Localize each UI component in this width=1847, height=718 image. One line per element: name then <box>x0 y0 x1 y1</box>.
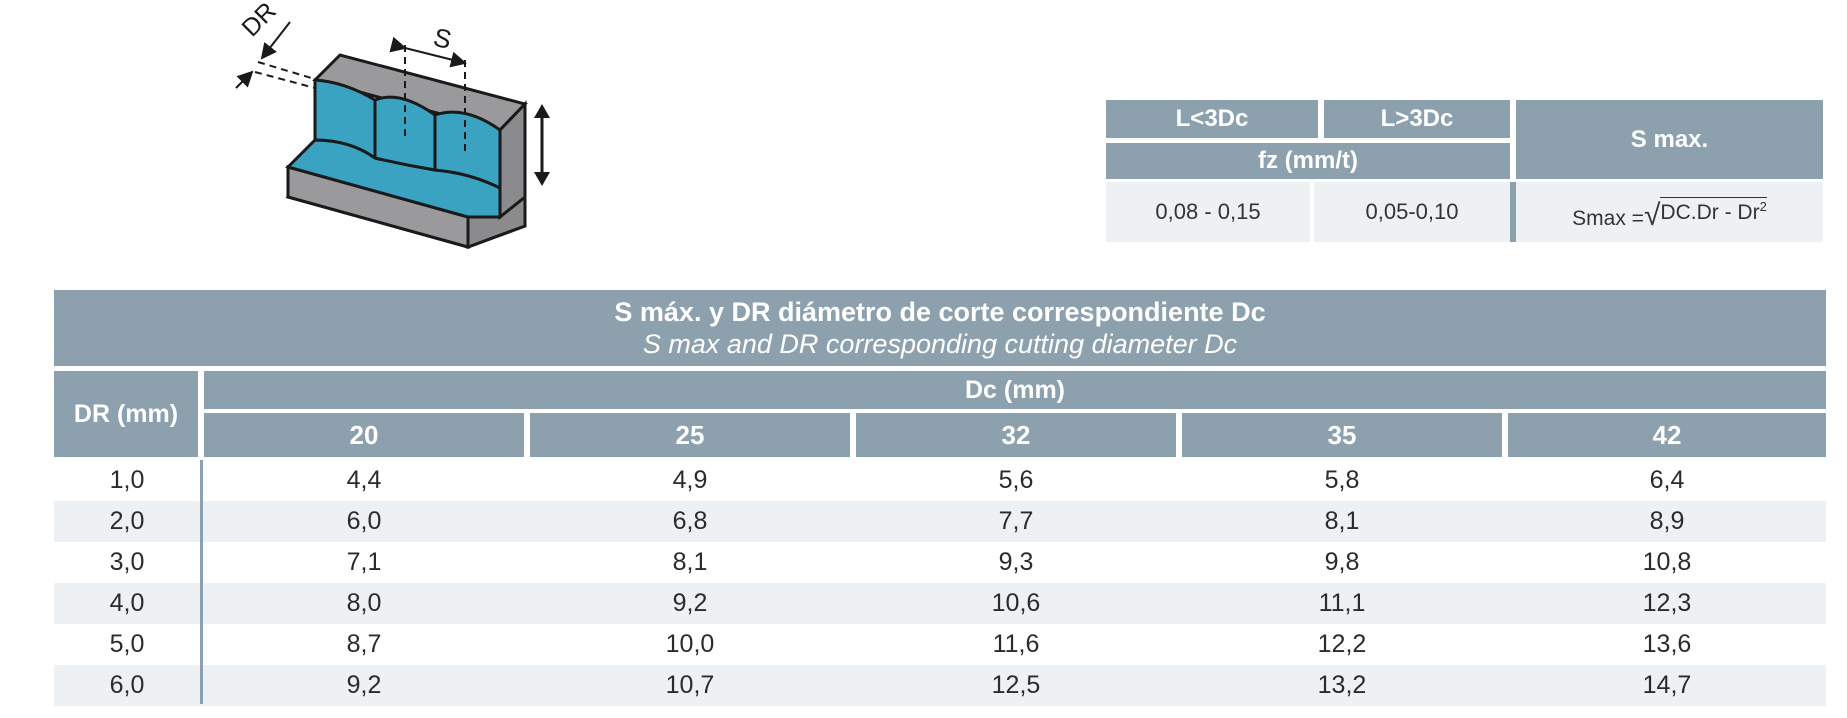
table-cell: 11,6 <box>992 630 1040 658</box>
col-header-20: 20 <box>204 413 524 457</box>
table-title-block: S máx. y DR diámetro de corte correspond… <box>54 290 1826 366</box>
table-cell: 9,2 <box>346 671 382 699</box>
table-cell: 8,1 <box>1324 507 1360 535</box>
formula-lhs: Smax = <box>1572 207 1644 230</box>
header-dc: Dc (mm) <box>204 371 1826 409</box>
table-cell: 8,1 <box>672 548 708 576</box>
value-fz-l-greater: 0,05-0,10 <box>1314 182 1510 242</box>
table-cell: 11,1 <box>1318 589 1366 617</box>
table-cell: 7,7 <box>998 507 1034 535</box>
double-arrow-icon <box>534 104 550 186</box>
table-row: 3,0 7,1 8,1 9,3 9,8 10,8 <box>54 542 1826 583</box>
slotting-diagram: S DR <box>235 0 550 250</box>
header-dr: DR (mm) <box>54 371 198 457</box>
table-cell: 12,2 <box>1317 630 1367 658</box>
header-l-less-3dc: L<3Dc <box>1106 100 1318 138</box>
label-dr: DR <box>236 0 281 42</box>
dr-value: 2,0 <box>109 507 145 535</box>
col-header-32: 32 <box>856 413 1176 457</box>
col-header-42: 42 <box>1508 413 1826 457</box>
table-subtitle: S max and DR corresponding cutting diame… <box>642 329 1238 359</box>
table-cell: 6,8 <box>672 507 708 535</box>
table-cell: 13,2 <box>1317 671 1367 699</box>
table-cell: 8,7 <box>346 630 382 658</box>
table-cell: 8,0 <box>346 589 382 617</box>
formula-radicand: DC.Dr - Dr2 <box>1660 197 1767 224</box>
table-cell: 10,7 <box>665 671 715 699</box>
label-s: S <box>431 22 455 55</box>
value-fz-l-less: 0,08 - 0,15 <box>1106 182 1310 242</box>
header-fz: fz (mm/t) <box>1106 143 1510 179</box>
table-cell: 10,6 <box>991 589 1041 617</box>
table-cell: 7,1 <box>346 548 382 576</box>
smax-formula: Smax = √ DC.Dr - Dr2 <box>1516 182 1823 242</box>
table-cell: 6,4 <box>1649 466 1685 494</box>
table-cell: 10,8 <box>1642 548 1692 576</box>
dr-value: 6,0 <box>109 671 145 699</box>
header-smax: S max. <box>1516 100 1823 179</box>
table-cell: 5,8 <box>1324 466 1360 494</box>
table-cell: 14,7 <box>1642 671 1692 699</box>
dr-value: 1,0 <box>109 466 145 494</box>
dr-value: 3,0 <box>109 548 145 576</box>
col-header-25: 25 <box>530 413 850 457</box>
sqrt-icon: √ <box>1643 199 1661 232</box>
column-divider <box>200 460 203 704</box>
table-row: 4,0 8,0 9,2 10,6 11,1 12,3 <box>54 583 1826 624</box>
table-cell: 8,9 <box>1649 507 1685 535</box>
smax-table: S máx. y DR diámetro de corte correspond… <box>54 290 1826 706</box>
table-cell: 6,0 <box>346 507 382 535</box>
table-cell: 12,3 <box>1642 589 1692 617</box>
col-header-35: 35 <box>1182 413 1502 457</box>
table-cell: 9,8 <box>1324 548 1360 576</box>
table-title: S máx. y DR diámetro de corte correspond… <box>614 296 1266 327</box>
table-row: 5,0 8,7 10,0 11,6 12,2 13,6 <box>54 624 1826 665</box>
dr-value: 5,0 <box>109 630 145 658</box>
table-cell: 13,6 <box>1642 630 1692 658</box>
header-l-greater-3dc: L>3Dc <box>1324 100 1510 138</box>
table-cell: 12,5 <box>991 671 1041 699</box>
table-cell: 9,2 <box>672 589 708 617</box>
table-row: 1,0 4,4 4,9 5,6 5,8 6,4 <box>54 460 1826 501</box>
table-cell: 10,0 <box>665 630 715 658</box>
dr-value: 4,0 <box>109 589 145 617</box>
table-row: 6,0 9,2 10,7 12,5 13,2 14,7 <box>54 665 1826 706</box>
table-cell: 4,9 <box>672 466 708 494</box>
parameters-table: L<3Dc L>3Dc fz (mm/t) S max. 0,08 - 0,15… <box>1106 100 1823 242</box>
table-cell: 4,4 <box>346 466 382 494</box>
table-cell: 5,6 <box>998 466 1034 494</box>
table-cell: 9,3 <box>998 548 1034 576</box>
table-row: 2,0 6,0 6,8 7,7 8,1 8,9 <box>54 501 1826 542</box>
